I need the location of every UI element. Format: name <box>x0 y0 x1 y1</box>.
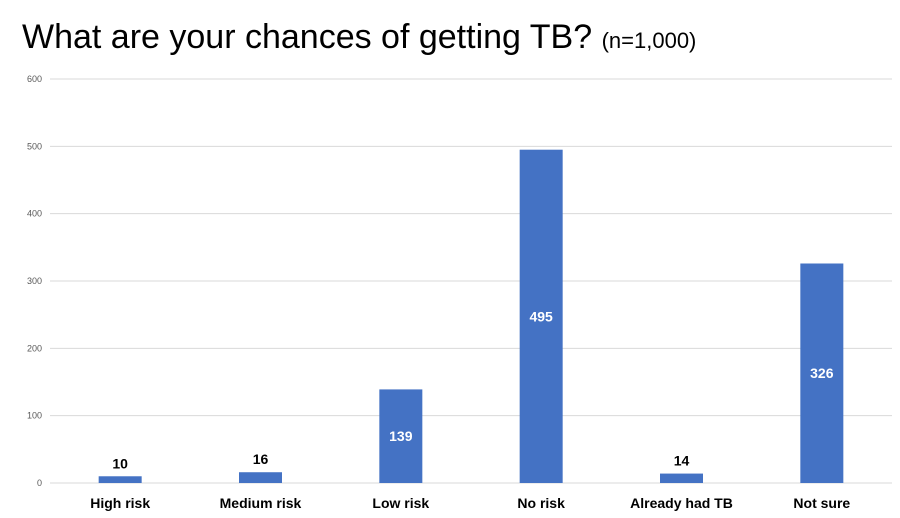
category-label: Not sure <box>793 495 850 511</box>
chart-title-main: What are your chances of getting TB? <box>22 18 593 56</box>
y-tick-label: 600 <box>27 74 42 84</box>
data-label: 139 <box>389 428 413 444</box>
category-label: High risk <box>90 495 150 511</box>
bar <box>98 476 142 483</box>
category-label: No risk <box>517 495 565 511</box>
data-label: 14 <box>674 453 690 469</box>
data-label: 16 <box>253 451 269 467</box>
data-label: 326 <box>810 365 834 381</box>
data-label: 495 <box>529 308 553 324</box>
bar <box>239 472 282 483</box>
y-tick-label: 0 <box>37 478 42 488</box>
y-tick-label: 200 <box>27 343 42 353</box>
y-tick-label: 100 <box>27 411 42 421</box>
chart-title-sub: (n=1,000) <box>601 28 697 53</box>
category-label: Medium risk <box>220 495 302 511</box>
bar <box>800 263 844 483</box>
bar <box>660 473 703 483</box>
chart-title: What are your chances of getting TB? (n=… <box>22 18 696 57</box>
bar <box>519 149 563 483</box>
category-label: Low risk <box>372 495 429 511</box>
y-tick-label: 400 <box>27 209 42 219</box>
data-label: 10 <box>112 455 128 471</box>
category-label: Already had TB <box>630 495 733 511</box>
bar <box>379 389 423 483</box>
y-tick-label: 300 <box>27 276 42 286</box>
y-tick-label: 500 <box>27 141 42 151</box>
